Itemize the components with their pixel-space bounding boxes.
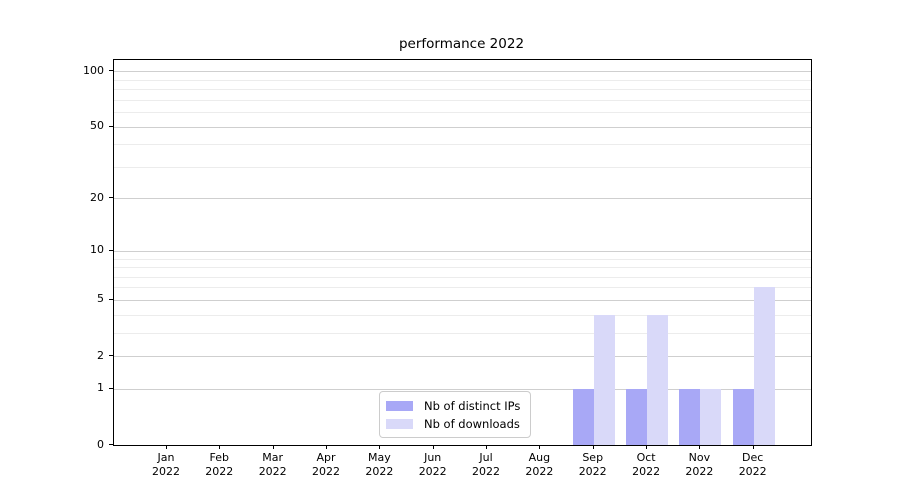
bar-downloads-oct (647, 314, 669, 445)
minor-gridline (114, 99, 811, 101)
major-gridline (114, 299, 811, 301)
y-tick-label: 2 (97, 348, 104, 362)
minor-gridline (114, 89, 811, 91)
x-tick-label-mar: Mar 2022 (258, 451, 287, 478)
x-tick-mark (432, 445, 434, 449)
minor-gridline (114, 332, 811, 334)
y-tick-mark (109, 70, 113, 72)
x-tick-label-jun: Jun 2022 (418, 451, 447, 478)
legend-entry-downloads: Nb of downloads (386, 416, 520, 431)
x-tick-mark (272, 445, 274, 449)
y-tick-mark (109, 249, 113, 251)
x-tick-label-feb: Feb 2022 (205, 451, 234, 478)
y-tick-label: 5 (97, 292, 104, 306)
x-tick-mark (486, 445, 487, 449)
y-tick-mark (109, 387, 113, 389)
minor-gridline (114, 258, 811, 260)
bar-distinct-ips-oct (626, 388, 648, 445)
major-gridline (114, 126, 811, 128)
y-tick-mark (109, 355, 113, 356)
x-tick-label-apr: Apr 2022 (312, 451, 340, 478)
x-tick-mark (592, 445, 594, 449)
x-tick-mark (699, 445, 701, 449)
y-tick-label: 1 (97, 381, 104, 395)
x-tick-label-oct: Oct 2022 (632, 451, 661, 478)
major-gridline (114, 71, 811, 73)
x-tick-mark (219, 445, 221, 449)
legend-entry-distinct-ips: Nb of distinct IPs (386, 398, 520, 413)
major-gridline (114, 356, 811, 357)
minor-gridline (114, 276, 811, 278)
y-tick-label: 10 (90, 243, 104, 257)
y-tick-label: 20 (90, 190, 104, 204)
legend-swatch-downloads (386, 418, 413, 429)
minor-gridline (114, 314, 811, 316)
plot-area (113, 59, 812, 446)
x-tick-label-sep: Sep 2022 (578, 451, 607, 478)
x-tick-mark (646, 445, 648, 449)
x-tick-mark (752, 445, 754, 449)
x-tick-label-nov: Nov 2022 (685, 451, 714, 478)
y-tick-label: 100 (83, 63, 104, 77)
minor-gridline (114, 144, 811, 146)
bar-distinct-ips-dec (732, 388, 754, 445)
bar-distinct-ips-nov (679, 388, 701, 445)
minor-gridline (114, 79, 811, 81)
x-tick-mark (326, 445, 327, 449)
legend: Nb of distinct IPs Nb of downloads (379, 391, 532, 438)
chart-title: performance 2022 (398, 36, 525, 52)
bar-downloads-sep (593, 314, 615, 445)
x-tick-label-dec: Dec 2022 (738, 451, 767, 478)
y-tick-mark (109, 197, 113, 199)
minor-gridline (114, 267, 811, 268)
legend-label-distinct-ips: Nb of distinct IPs (424, 398, 521, 413)
minor-gridline (114, 112, 811, 114)
x-tick-mark (166, 445, 167, 449)
major-gridline (114, 250, 811, 252)
major-gridline (114, 388, 811, 390)
x-tick-label-may: May 2022 (365, 451, 394, 478)
minor-gridline (114, 166, 811, 168)
x-tick-label-jul: Jul 2022 (472, 451, 500, 478)
bar-distinct-ips-sep (572, 388, 594, 445)
x-tick-mark (539, 445, 541, 449)
y-tick-mark (109, 125, 113, 127)
legend-label-downloads: Nb of downloads (424, 416, 520, 431)
major-gridline (114, 198, 811, 200)
y-tick-label: 50 (90, 119, 104, 133)
minor-gridline (114, 287, 811, 289)
x-tick-label-aug: Aug 2022 (525, 451, 554, 478)
x-tick-label-jan: Jan 2022 (152, 451, 180, 478)
legend-swatch-distinct-ips (386, 400, 413, 411)
y-tick-mark (109, 298, 113, 300)
y-tick-mark (109, 444, 113, 445)
y-tick-label: 0 (97, 437, 104, 451)
bar-downloads-dec (753, 287, 775, 445)
bar-downloads-nov (700, 388, 722, 445)
x-tick-mark (379, 445, 381, 449)
